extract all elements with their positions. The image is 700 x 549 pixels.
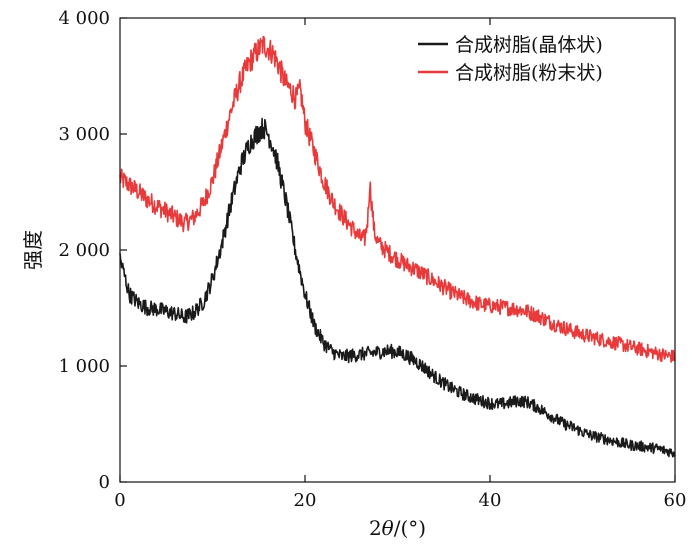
x-axis-title: 2θ/(°) <box>369 516 426 540</box>
x-tick-label: 20 <box>294 490 317 511</box>
plot-frame <box>119 17 676 483</box>
y-tick-label: 4 000 <box>58 8 110 29</box>
axis-layer: 0 20 40 60 0 1 000 2 000 3 000 4 000 <box>58 8 686 511</box>
y-tick-label: 3 000 <box>58 124 110 145</box>
legend-label-1: 合成树脂(晶体状) <box>455 34 603 56</box>
x-tick-label: 60 <box>664 490 687 511</box>
legend: 合成树脂(晶体状) 合成树脂(粉末状) <box>418 34 603 84</box>
series-line-1 <box>119 117 676 458</box>
y-tick-label: 0 <box>99 472 110 493</box>
y-tick-label: 1 000 <box>58 356 110 377</box>
series-layer <box>119 35 676 458</box>
y-tick-label: 2 000 <box>58 240 110 261</box>
x-tick-label: 40 <box>479 490 502 511</box>
series-line-2 <box>119 35 676 363</box>
y-axis-title: 强度 <box>21 230 45 270</box>
x-tick-label: 0 <box>114 490 125 511</box>
legend-label-2: 合成树脂(粉末状) <box>455 62 603 84</box>
